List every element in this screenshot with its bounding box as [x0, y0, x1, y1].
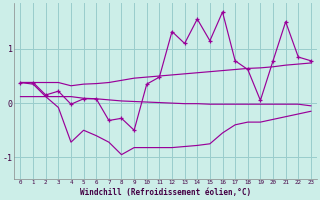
X-axis label: Windchill (Refroidissement éolien,°C): Windchill (Refroidissement éolien,°C)	[80, 188, 251, 197]
